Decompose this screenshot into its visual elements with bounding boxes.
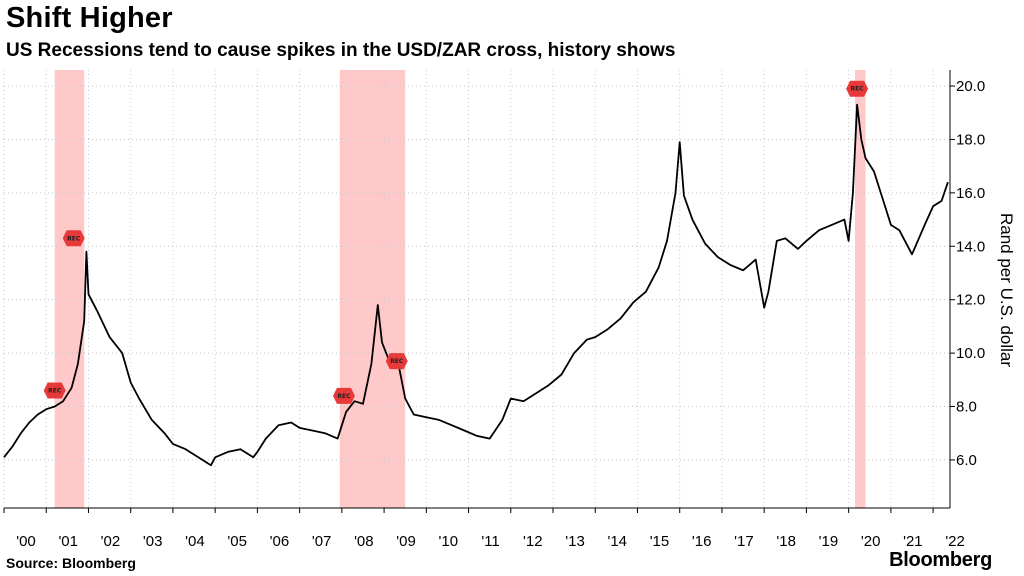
x-tick-label-22: '22	[945, 533, 965, 550]
rec-marker-badge-1	[62, 230, 85, 247]
rec-marker-3: REC	[385, 353, 408, 370]
bloomberg-logo: Bloomberg	[889, 549, 992, 571]
rec-marker-label-4: REC	[851, 86, 865, 93]
y-tick-label-4: 14.0	[956, 238, 985, 255]
rec-marker-1: REC	[62, 230, 85, 247]
rec-marker-label-0: REC	[48, 387, 62, 394]
x-tick-label-14: '14	[607, 533, 627, 550]
rec-marker-badge-4	[846, 80, 869, 97]
series-line-0	[3, 103, 949, 467]
x-tick-label-1: '01	[58, 533, 78, 550]
y-tick-label-1: 8.0	[956, 399, 977, 416]
rec-marker-badge-3	[385, 353, 408, 370]
x-tick-label-13: '13	[565, 533, 585, 550]
rec-marker-label-3: REC	[390, 358, 404, 365]
x-tick-label-17: '17	[734, 533, 754, 550]
y-tick-label-7: 20.0	[956, 78, 985, 95]
source-note: Source: Bloomberg	[6, 555, 136, 571]
y-tick-label-6: 18.0	[956, 131, 985, 148]
x-tick-label-12: '12	[523, 533, 543, 550]
rec-marker-label-1: REC	[67, 235, 81, 242]
x-tick-label-0: '00	[16, 533, 36, 550]
y-tick-label-3: 12.0	[956, 292, 985, 309]
y-tick-label-0: 6.0	[956, 452, 977, 469]
gridlines	[3, 70, 950, 508]
x-tick-label-7: '07	[312, 533, 332, 550]
y-axis-label: Rand per U.S. dollar	[997, 213, 1016, 367]
rec-marker-label-2: REC	[337, 393, 351, 400]
x-tick-label-6: '06	[270, 533, 290, 550]
series-lines	[3, 103, 949, 467]
x-tick-label-5: '05	[227, 533, 247, 550]
axes	[4, 70, 951, 509]
recession-markers: REC REC REC REC REC	[43, 80, 869, 404]
x-tick-label-19: '19	[819, 533, 839, 550]
x-tick-label-11: '11	[481, 533, 499, 550]
x-tick-label-9: '09	[396, 533, 416, 550]
rec-marker-badge-2	[332, 387, 355, 404]
rec-marker-badge-0	[43, 382, 66, 399]
x-tick-label-21: '21	[903, 533, 923, 550]
recession-band-2	[854, 70, 866, 508]
x-tick-label-10: '10	[439, 533, 459, 550]
recession-band-0	[54, 70, 85, 508]
x-tick-label-2: '02	[101, 533, 121, 550]
y-tick-label-2: 10.0	[956, 345, 985, 362]
x-axis-ticks: '00 '01 '02 '03 '04 '05 '06 '07 '08 '09 '10 '11 '12 '…	[3, 508, 965, 550]
x-tick-label-3: '03	[143, 533, 163, 550]
recession-bands	[54, 70, 866, 508]
x-tick-label-16: '16	[692, 533, 712, 550]
chart-title: Shift Higher	[6, 2, 173, 34]
x-tick-label-20: '20	[861, 533, 881, 550]
rec-marker-0: REC	[43, 382, 66, 399]
y-axis-ticks: 6.0 8.0 10.0 12.0 14.0 16.0 18.0 20.0	[950, 78, 985, 469]
x-tick-label-8: '08	[354, 533, 374, 550]
recession-band-1	[339, 70, 406, 508]
x-tick-label-15: '15	[650, 533, 670, 550]
x-tick-label-4: '04	[185, 533, 205, 550]
y-tick-label-5: 16.0	[956, 185, 985, 202]
rec-marker-4: REC	[846, 80, 869, 97]
chart-subtitle: US Recessions tend to cause spikes in th…	[6, 40, 676, 61]
rec-marker-2: REC	[332, 387, 355, 404]
x-tick-label-18: '18	[776, 533, 796, 550]
